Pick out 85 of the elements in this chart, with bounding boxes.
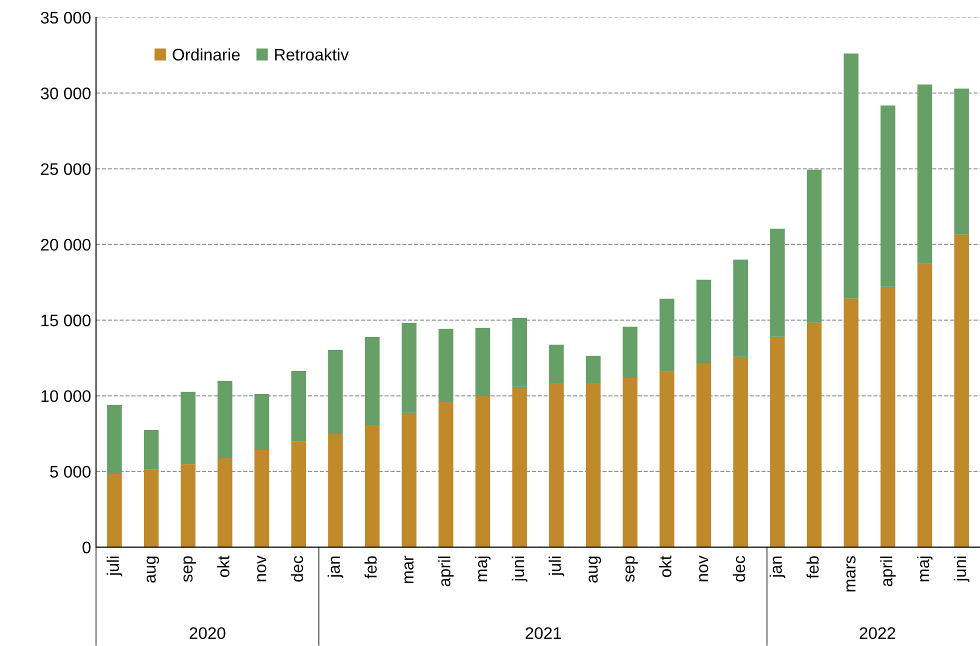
x-tick-label: april [880,556,896,586]
text: 2021 [526,627,562,640]
bar [660,372,674,548]
bar [806,322,822,548]
bar [402,412,416,548]
x-tick-label: sep [183,556,196,582]
bar [291,441,306,548]
bar [917,84,932,264]
bar [144,430,159,470]
bar [107,474,122,548]
bar [328,434,343,548]
bar [806,170,822,323]
bar [180,464,196,548]
bar [144,469,159,548]
y-tick-label: 15 000 [41,314,91,326]
bar [475,328,490,396]
y-tick-label: 25 000 [41,163,91,175]
x-tick-label: jan [328,556,344,578]
x-tick-label: jan [770,556,786,578]
x-tick-label: dec [290,556,304,582]
x-tick-label: okt [217,556,230,578]
bar [954,88,969,235]
bar [180,392,196,464]
bar [844,298,858,548]
x-tick-label: nov [257,556,266,582]
bar [770,228,785,337]
bar [107,404,122,474]
y-tick-label: 35 000 [40,12,91,24]
bar [586,356,601,383]
bar [880,106,896,287]
text: 2022 [860,627,896,640]
bar [696,362,712,548]
bar [254,450,270,548]
bar [549,344,564,383]
bar [917,264,932,548]
text: 2020 [190,627,226,640]
bar [438,402,454,548]
bar [954,234,969,548]
bar [622,378,638,548]
y-tick-label: 20 000 [41,238,91,251]
bar [586,382,601,548]
x-tick-label: mars [846,556,856,592]
x-tick-label: april [438,556,454,586]
x-tick-label: juni [512,556,528,582]
y-tick-label: 30 000 [40,88,91,100]
x-tick-label: maj [475,556,491,582]
x-tick-label: feb [806,556,819,578]
legend-label: Retroaktiv [275,48,349,61]
bar [880,286,896,548]
bar [549,382,564,548]
x-tick-label: juni [954,556,970,582]
bar [291,370,306,442]
bar [512,318,527,387]
x-tick-label: okt [659,556,672,578]
x-tick-label: juli [548,556,564,576]
bar [770,336,785,548]
y-tick-label: 0 [82,542,91,554]
x-tick-label: maj [916,556,933,582]
bar [844,53,858,299]
legend-label: Ordinarie [172,48,240,61]
bar [696,280,712,363]
bar [512,386,527,548]
x-tick-label: nov [699,556,708,582]
x-tick-label: mar [404,556,414,584]
bar [733,356,748,548]
bar [254,394,270,450]
bar [475,396,490,548]
bar [622,326,638,378]
x-tick-label: feb [364,556,377,578]
bar [438,328,454,402]
bar [364,336,380,426]
bar [660,298,674,372]
x-tick-label: juli [106,556,122,576]
x-tick-label: sep [625,556,638,582]
y-tick-label: 10 000 [41,390,91,402]
bar [218,458,232,548]
bar [733,260,748,357]
x-tick-label: aug [588,556,602,583]
x-tick-label: aug [146,556,160,583]
x-tick-label: dec [732,556,746,582]
y-tick-label: 5 000 [50,466,91,478]
bar [364,425,380,548]
bar [218,380,232,458]
bar [328,350,343,434]
bar [402,322,416,413]
